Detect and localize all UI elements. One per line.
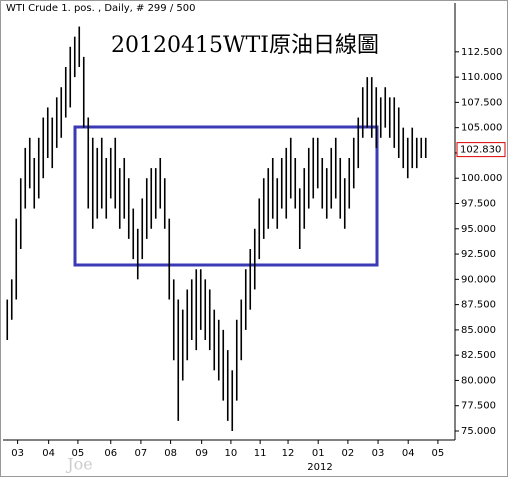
x-tick-label: 05	[432, 448, 445, 459]
last-value-box	[456, 142, 506, 158]
watermark: Joe	[65, 455, 93, 474]
x-tick-label: 02	[342, 448, 355, 459]
y-tick-label: 75.000	[461, 426, 496, 437]
y-tick-label: 82.500	[461, 350, 496, 361]
x-tick-label: 03	[372, 448, 385, 459]
chart-header: WTI Crude 1. pos. , Daily, # 299 / 500	[6, 3, 195, 14]
x-tick-label: 09	[195, 448, 208, 459]
last-value-label: 102.830	[460, 145, 501, 156]
x-tick-label: 12	[282, 448, 295, 459]
y-tick-label: 87.500	[461, 300, 496, 311]
highlight-box	[73, 125, 379, 267]
x-tick-label: 08	[164, 448, 177, 459]
y-tick-label: 107.500	[461, 97, 502, 108]
x-tick-label: 10	[225, 448, 238, 459]
x-tick-label: 04	[402, 448, 415, 459]
x-tick-label: 03	[11, 448, 24, 459]
y-tick-label: 105.000	[461, 123, 502, 134]
x-tick-label: 04	[42, 448, 55, 459]
y-tick-label: 97.500	[461, 199, 496, 210]
y-tick-label: 110.000	[461, 72, 502, 83]
x-tick-label: 06	[104, 448, 117, 459]
x-tick-label: 07	[135, 448, 148, 459]
chart-title: 20120415WTI原油日線圖	[111, 33, 379, 58]
y-tick-label: 95.000	[461, 224, 496, 235]
y-tick-label: 112.500	[461, 47, 502, 58]
y-tick-label: 92.500	[461, 249, 496, 260]
y-tick-label: 80.000	[461, 375, 496, 386]
x-tick-label: 01	[312, 448, 325, 459]
y-tick-label: 100.000	[461, 173, 502, 184]
x-tick-label: 11	[254, 448, 267, 459]
year-label: 2012	[307, 462, 332, 473]
y-tick-label: 90.000	[461, 274, 496, 285]
y-tick-label: 85.000	[461, 325, 496, 336]
y-tick-label: 77.500	[461, 401, 496, 412]
x-tick-label: 05	[72, 448, 85, 459]
